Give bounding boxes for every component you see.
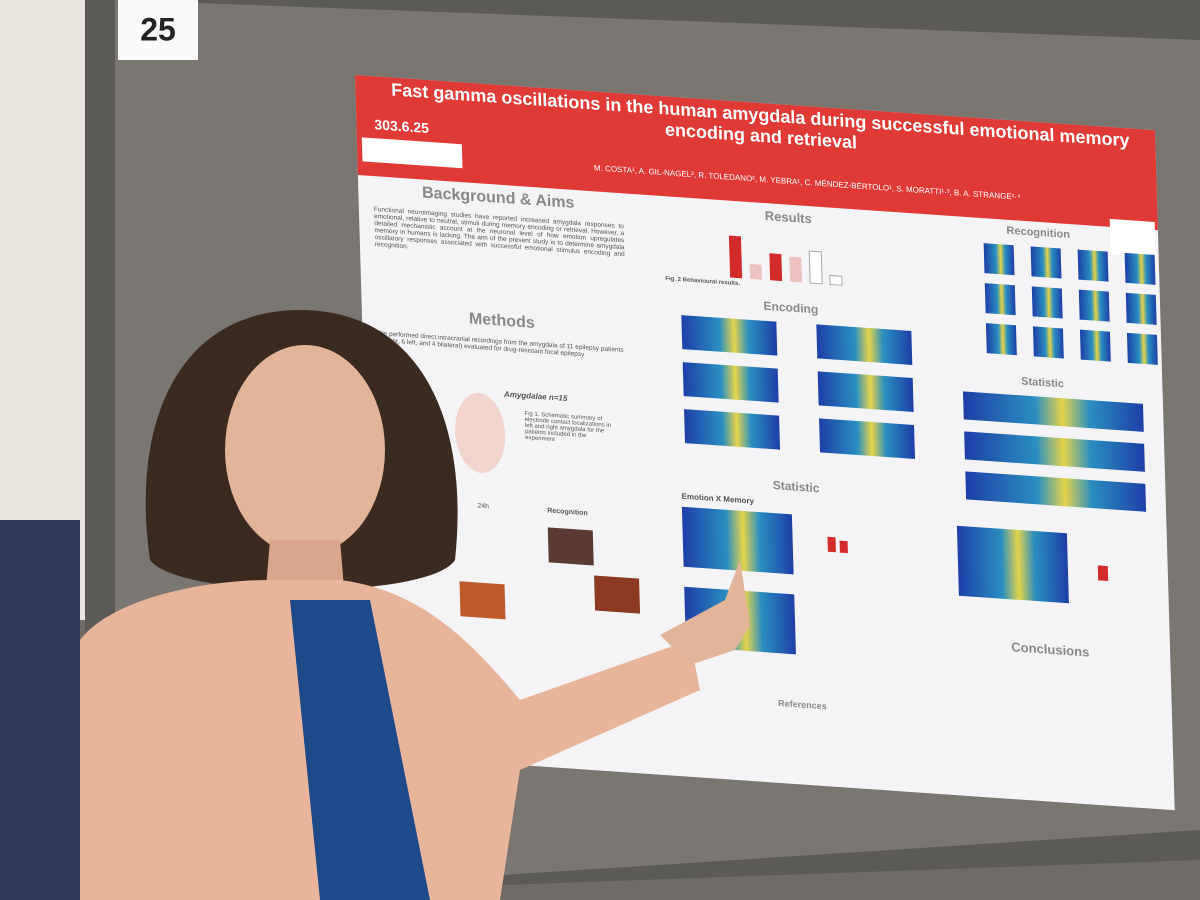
lab-logo bbox=[361, 137, 463, 169]
statistic-map bbox=[964, 431, 1145, 472]
shirt bbox=[290, 600, 430, 900]
bar bbox=[827, 536, 836, 553]
face bbox=[225, 345, 385, 555]
delay-label: 24h bbox=[477, 502, 490, 511]
encoding-maps bbox=[681, 315, 916, 459]
bar bbox=[1097, 565, 1109, 582]
person bbox=[60, 310, 750, 900]
bar bbox=[839, 540, 848, 554]
institution-logo bbox=[1109, 218, 1156, 258]
board-number: 25 bbox=[140, 11, 176, 47]
brain-figure bbox=[455, 392, 506, 473]
stimulus-image bbox=[547, 527, 594, 566]
board-number-card bbox=[118, 0, 198, 60]
bar bbox=[829, 274, 843, 286]
stimulus-image bbox=[594, 575, 641, 614]
hand bbox=[660, 560, 750, 665]
bar bbox=[808, 250, 823, 285]
wall bbox=[0, 0, 90, 620]
stimulus-image bbox=[459, 581, 506, 620]
bystander bbox=[0, 520, 80, 900]
poster: Fast gamma oscillations in the human amy… bbox=[355, 75, 1175, 811]
bar bbox=[789, 256, 803, 283]
bar bbox=[728, 235, 743, 279]
statistic-map bbox=[965, 471, 1147, 512]
statistic-map bbox=[962, 391, 1144, 432]
bar bbox=[749, 263, 763, 280]
recognition-maps bbox=[983, 243, 1158, 365]
poster-header bbox=[355, 75, 1158, 231]
fig1-caption: Fig 1. Schematic summary of electrode co… bbox=[524, 411, 612, 444]
statistic-map bbox=[681, 506, 794, 575]
statistic-map bbox=[956, 525, 1069, 604]
bar bbox=[769, 253, 783, 282]
